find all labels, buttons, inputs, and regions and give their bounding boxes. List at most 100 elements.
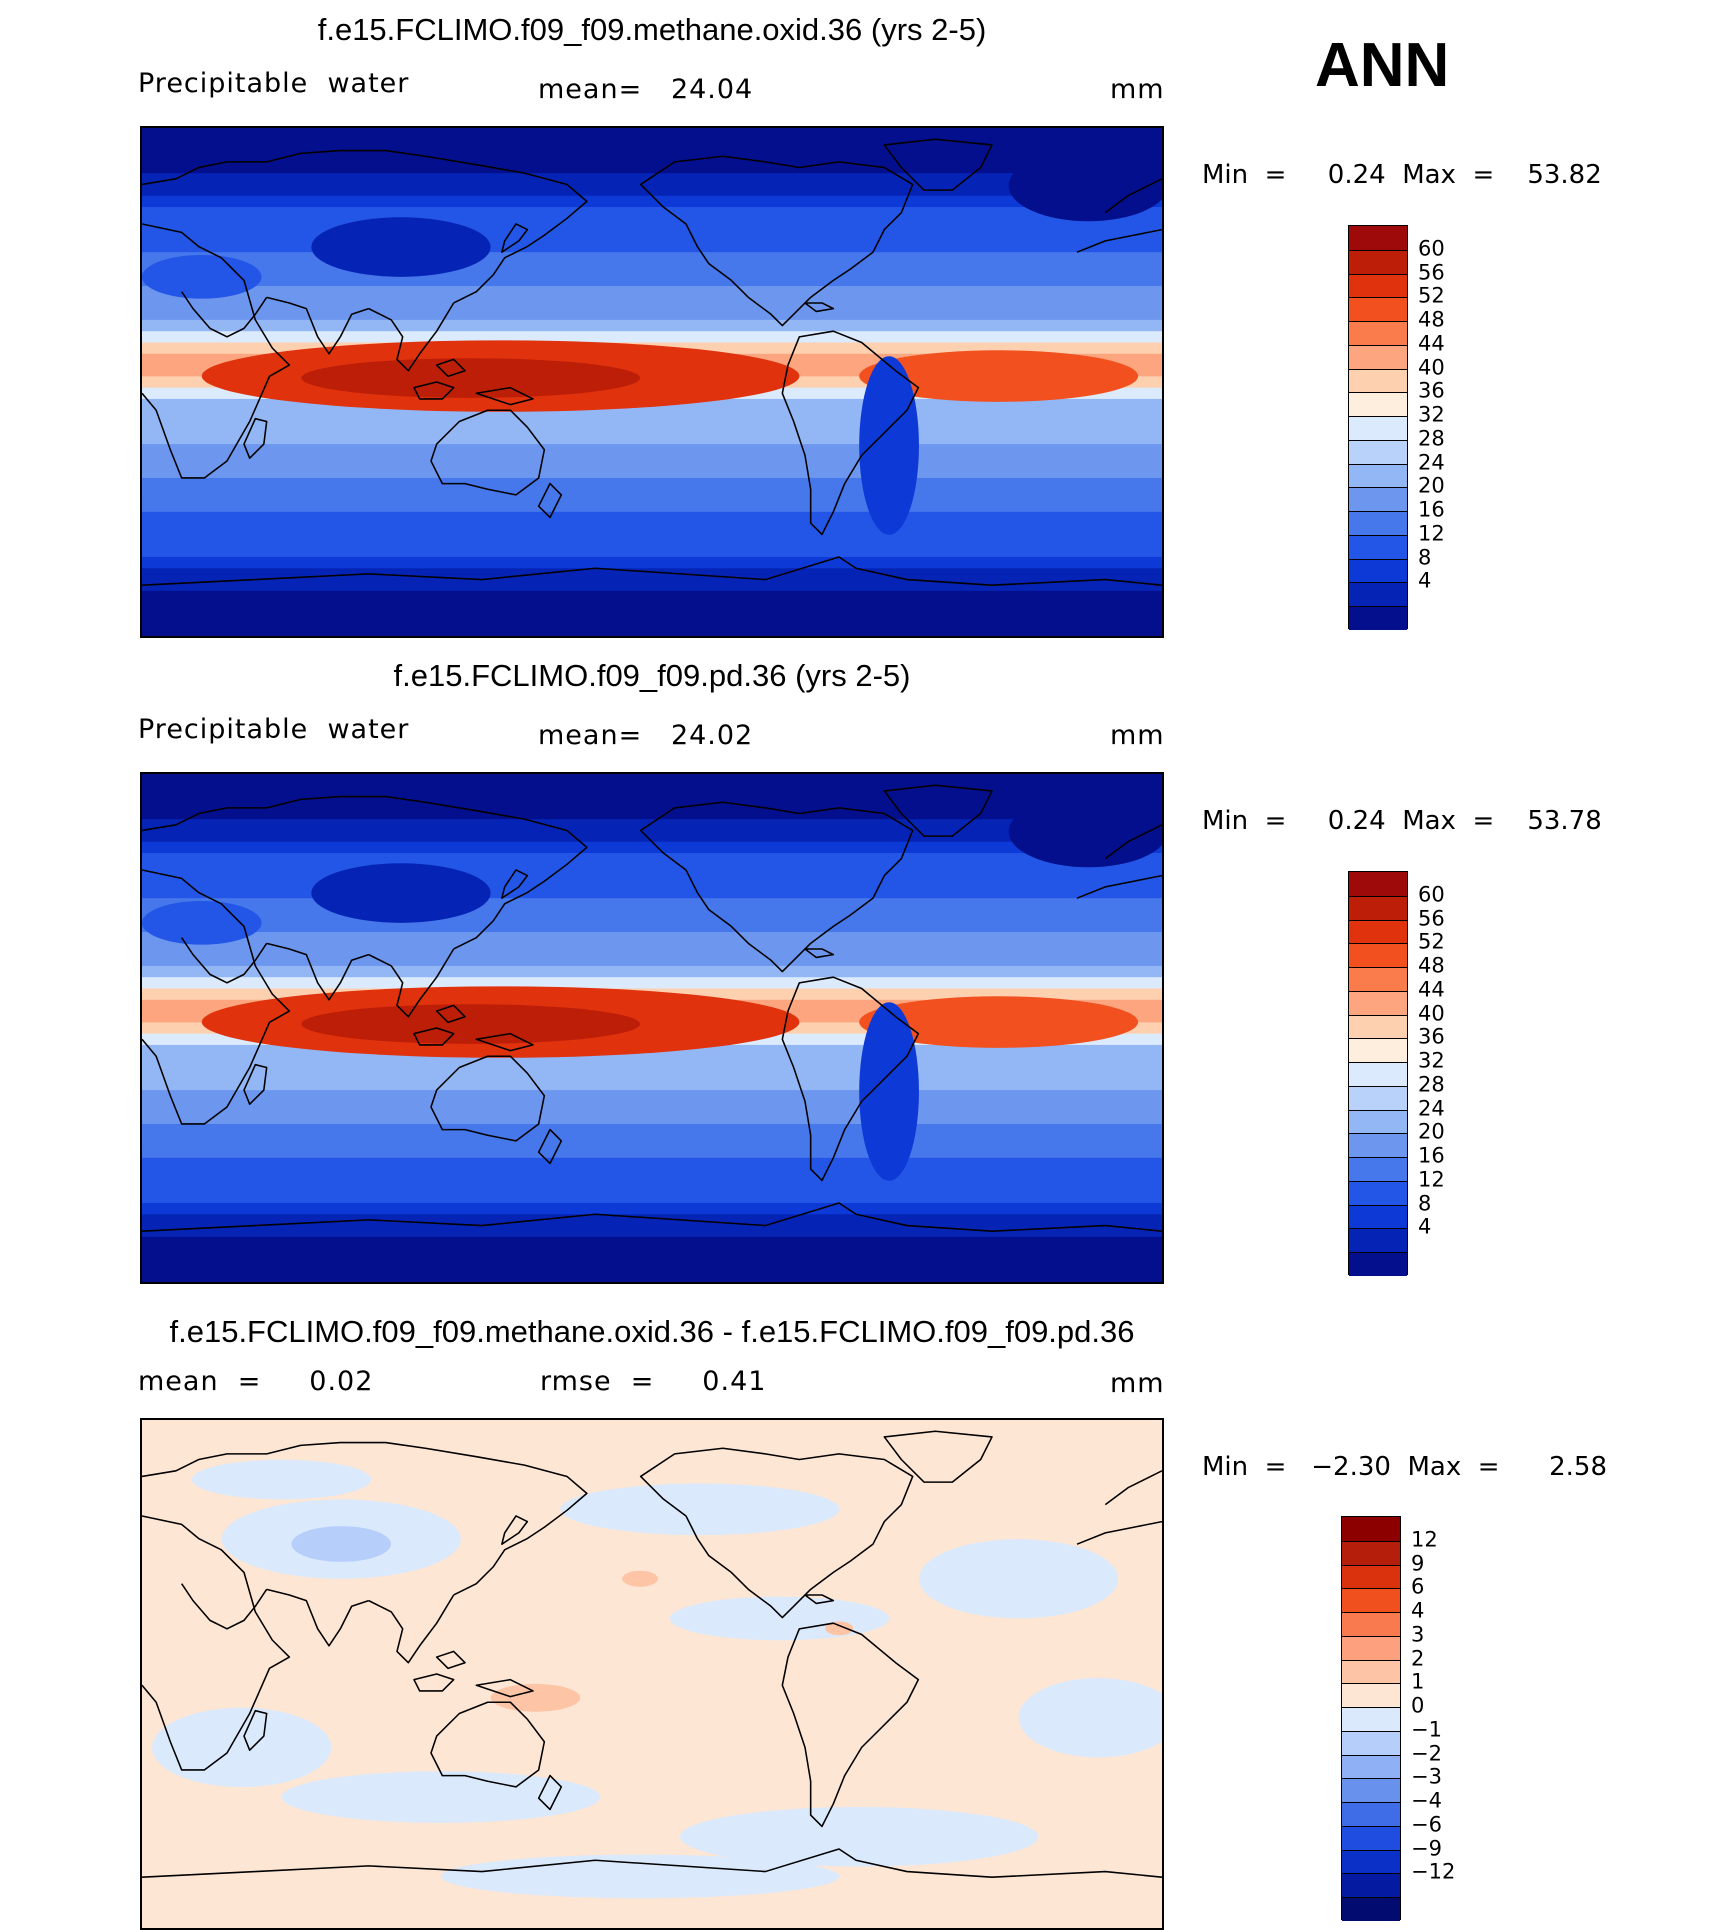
colorbar-tick-label: 40 bbox=[1418, 355, 1445, 380]
colorbar-swatch bbox=[1349, 582, 1407, 607]
coastlines bbox=[142, 138, 1162, 586]
pw-band bbox=[142, 819, 1162, 832]
colorbar-tick-label: 48 bbox=[1418, 953, 1445, 978]
pw-band bbox=[142, 263, 1162, 276]
colorbar-swatch bbox=[1342, 1707, 1400, 1732]
panel-1-mean-label: mean= 24.04 bbox=[538, 74, 754, 105]
coastline bbox=[142, 1848, 1162, 1878]
greenland-dry bbox=[1008, 795, 1162, 868]
pw-band bbox=[142, 1236, 1162, 1250]
pw-band bbox=[142, 1078, 1162, 1092]
pw-band bbox=[142, 534, 1162, 547]
coastline bbox=[368, 302, 455, 372]
pw-band bbox=[142, 319, 1162, 333]
coastline bbox=[266, 942, 369, 1001]
pw-band bbox=[142, 184, 1162, 197]
coastline bbox=[501, 223, 529, 253]
pw-band bbox=[142, 455, 1162, 468]
diff-negative-area bbox=[669, 1596, 890, 1641]
pw-band bbox=[142, 1225, 1162, 1238]
diff-positive-spot bbox=[825, 1621, 854, 1636]
colorbar-swatch bbox=[1349, 1180, 1407, 1206]
pw-band bbox=[142, 128, 1162, 141]
panel-2-map bbox=[140, 772, 1164, 1284]
panel-1-variable-label: Precipitable water bbox=[138, 68, 410, 99]
coastline bbox=[435, 1004, 466, 1024]
colorbar-swatch bbox=[1349, 273, 1407, 298]
pw-band bbox=[142, 853, 1162, 866]
pw-band bbox=[142, 1056, 1162, 1069]
pw-band bbox=[142, 774, 1162, 787]
colorbar-tick-label: 56 bbox=[1418, 906, 1445, 931]
pw-band bbox=[142, 410, 1162, 423]
colorbar-tick-label: −2 bbox=[1411, 1741, 1442, 1766]
coastlines bbox=[142, 1430, 1162, 1878]
colorbar-tick-label: 52 bbox=[1418, 283, 1445, 308]
pw-band bbox=[142, 252, 1162, 265]
pw-band bbox=[142, 932, 1162, 945]
colorbar-swatch bbox=[1342, 1730, 1400, 1756]
colorbar-tick-label: 6 bbox=[1411, 1574, 1425, 1599]
panel-2-minmax: Min = 0.24 Max = 53.78 bbox=[1202, 806, 1602, 836]
pw-band bbox=[142, 807, 1162, 821]
coastline bbox=[181, 291, 268, 338]
panel-3-units-label: mm bbox=[1110, 1368, 1165, 1399]
colorbar-tick-label: −3 bbox=[1411, 1764, 1442, 1789]
coastlines bbox=[142, 784, 1162, 1232]
diff-positive-spot bbox=[622, 1570, 658, 1587]
warm-pool-core bbox=[301, 1004, 641, 1044]
pw-band bbox=[142, 909, 1162, 922]
colorbar-swatch bbox=[1349, 368, 1407, 393]
coastline bbox=[1104, 1470, 1162, 1506]
panel-2-units-label: mm bbox=[1110, 720, 1165, 751]
panel-3-title: f.e15.FCLIMO.f09_f09.methane.oxid.36 - f… bbox=[169, 1314, 1135, 1349]
colorbar-tick-label: 36 bbox=[1418, 1024, 1445, 1049]
colorbar-tick-label: 56 bbox=[1418, 260, 1445, 285]
colorbar-swatch bbox=[1349, 1038, 1407, 1063]
colorbar-swatch bbox=[1349, 1157, 1407, 1182]
coastline bbox=[142, 795, 588, 950]
panel-2-colorbar bbox=[1348, 871, 1408, 1277]
colorbar-tick-label: 60 bbox=[1418, 236, 1445, 261]
pw-band bbox=[142, 297, 1162, 310]
pw-band bbox=[142, 830, 1162, 843]
colorbar-tick-label: −1 bbox=[1411, 1717, 1442, 1742]
pw-band bbox=[142, 556, 1162, 570]
colorbar-tick-label: 28 bbox=[1418, 1072, 1445, 1097]
pw-band bbox=[142, 139, 1162, 152]
panel-3-mean-label: mean = 0.02 bbox=[138, 1366, 374, 1397]
colorbar-tick-label: 12 bbox=[1418, 1167, 1445, 1192]
panel-2-variable-label: Precipitable water bbox=[138, 714, 410, 745]
pw-band bbox=[142, 466, 1162, 479]
colorbar-tick-label: 20 bbox=[1418, 473, 1445, 498]
colorbar-swatch bbox=[1349, 439, 1407, 465]
coastline bbox=[435, 1650, 466, 1670]
pw-band bbox=[142, 523, 1162, 536]
coastline bbox=[413, 381, 455, 400]
coastline bbox=[804, 1594, 835, 1605]
pw-band bbox=[142, 613, 1162, 626]
pw-band bbox=[142, 1259, 1162, 1272]
colorbar-tick-label: 32 bbox=[1418, 402, 1445, 427]
colorbar-swatch bbox=[1342, 1540, 1400, 1565]
pw-band bbox=[142, 229, 1162, 242]
coastline bbox=[781, 976, 920, 1182]
coastline bbox=[475, 1032, 534, 1052]
coastline bbox=[501, 1515, 529, 1545]
coastline bbox=[883, 138, 993, 191]
coastline bbox=[181, 937, 268, 984]
coastline bbox=[781, 330, 920, 536]
sahara-dry bbox=[142, 255, 262, 299]
pw-band bbox=[142, 864, 1162, 877]
colorbar-swatch bbox=[1349, 392, 1407, 417]
panel-2-mean-label: mean= 24.02 bbox=[538, 720, 754, 751]
colorbar-swatch bbox=[1342, 1683, 1400, 1708]
panel-1-minmax: Min = 0.24 Max = 53.82 bbox=[1202, 160, 1602, 190]
colorbar-tick-label: 32 bbox=[1418, 1048, 1445, 1073]
colorbar-tick-label: 20 bbox=[1418, 1119, 1445, 1144]
pw-band bbox=[142, 240, 1162, 254]
coastline bbox=[639, 1447, 914, 1619]
pw-band bbox=[142, 568, 1162, 581]
pw-band bbox=[142, 624, 1162, 636]
colorbar-tick-label: 8 bbox=[1418, 1191, 1432, 1216]
